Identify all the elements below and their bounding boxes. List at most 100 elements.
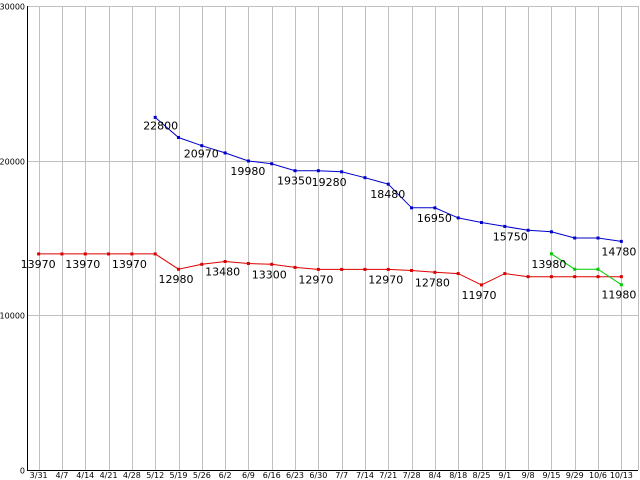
data-label: 19980 [230,165,265,178]
data-point [433,206,437,210]
data-point [130,252,134,256]
data-point [549,230,553,234]
data-point [503,272,507,276]
data-label: 19350 [277,175,312,188]
data-label: 13980 [531,258,566,271]
x-tick-label: 7/21 [379,471,397,480]
data-point [433,270,437,274]
data-point [270,162,274,166]
data-point [619,283,623,287]
data-point [596,275,600,279]
data-point [503,224,507,228]
data-point [107,252,111,256]
series [37,115,623,287]
x-tick-label: 9/1 [498,471,511,480]
y-tick-label: 30000 [0,3,25,12]
data-point [223,151,227,155]
series-1 [153,115,623,243]
data-point [619,275,623,279]
data-point [200,262,204,266]
data-label: 13300 [252,268,287,281]
data-point [526,275,530,279]
x-tick-label: 4/7 [56,471,69,480]
x-tick-label: 8/25 [473,471,491,480]
data-label: 13970 [21,258,56,271]
x-tick-label: 7/28 [403,471,421,480]
x-tick-label: 9/29 [566,471,584,480]
data-point [596,236,600,240]
data-label: 13480 [205,266,240,279]
data-point [456,272,460,276]
data-point [293,169,297,173]
x-tick-label: 4/21 [100,471,118,480]
data-point [386,182,390,186]
data-point [549,252,553,256]
data-label: 20970 [184,148,219,161]
data-point [177,267,180,271]
y-tick-label: 0 [20,467,25,476]
data-point [83,252,87,256]
data-label: 14780 [601,245,636,258]
data-label: 22800 [143,119,178,132]
data-point [200,144,204,148]
data-point [246,159,250,163]
data-point [480,221,483,225]
data-labels: 22800 20970 19980 19350 19280 18480 16950 15750… [21,119,637,302]
data-point [246,262,250,266]
x-tick-label: 4/14 [76,471,94,480]
data-label: 13970 [65,258,100,271]
data-point [340,267,344,271]
data-point [410,268,414,272]
data-point [573,236,577,240]
x-tick-label: 6/23 [286,471,304,480]
x-tick-label: 3/31 [30,471,48,480]
x-tick-label: 5/12 [146,471,164,480]
data-point [316,267,320,271]
data-point [340,170,344,174]
x-tick-label: 6/2 [219,471,232,480]
x-tick-label: 7/7 [335,471,348,480]
data-label: 11970 [462,289,497,302]
data-label: 16950 [417,212,452,225]
x-tick-label: 6/16 [263,471,281,480]
x-tick-label: 8/18 [449,471,467,480]
data-point [363,267,367,271]
data-label: 12980 [159,273,194,286]
data-label: 18480 [370,188,405,201]
grid [27,6,639,471]
data-point [270,262,274,266]
data-label: 15750 [493,230,528,243]
data-point [456,216,460,220]
x-tick-label: 10/13 [610,471,633,480]
data-point [573,275,577,279]
x-tick-label: 4/28 [123,471,141,480]
x-tick-label: 5/26 [193,471,211,480]
x-tick-label: 10/6 [589,471,607,480]
data-point [410,206,414,210]
data-point [363,176,367,180]
data-point [177,135,180,139]
series-2 [37,252,623,287]
data-point [549,275,553,279]
x-tick-label: 5/19 [170,471,188,480]
data-point [526,228,530,232]
data-point [316,169,320,173]
y-tick-label: 20000 [0,158,25,167]
data-label: 12970 [298,273,333,286]
data-point [596,267,600,271]
data-label: 12970 [368,273,403,286]
data-label: 12780 [415,276,450,289]
data-point [619,239,623,243]
data-point [573,267,577,271]
data-point [386,267,390,271]
series-3 [549,252,623,287]
x-tick-label: 6/9 [242,471,255,480]
x-tick-label: 9/8 [522,471,535,480]
data-point [37,252,41,256]
data-point [223,260,227,264]
data-label: 11980 [601,289,636,302]
data-point [153,252,157,256]
series-line [38,253,622,286]
axes: 0 10000 20000 30000 3/31 4/7 4/14 4/21 4/28 5/12 5… [0,3,638,480]
